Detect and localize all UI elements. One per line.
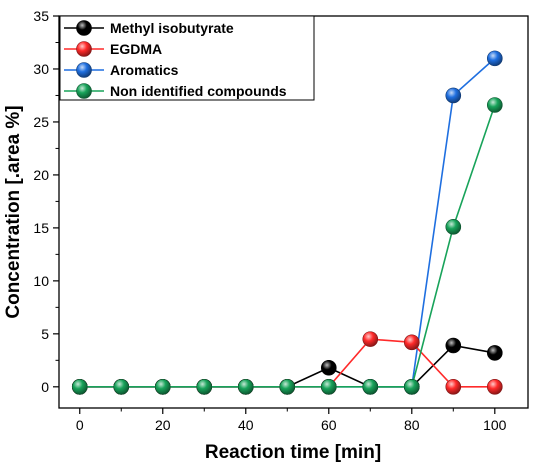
- data-point: [403, 334, 420, 351]
- data-point: [154, 379, 171, 395]
- y-tick-label: 10: [33, 273, 49, 289]
- data-point: [320, 359, 337, 376]
- axis-layer: 0 20 40 60 80 100 0 5 10 15 20 25 30 35: [33, 8, 506, 433]
- data-point: [362, 379, 379, 395]
- data-point: [445, 337, 462, 354]
- series-aromatics: [71, 50, 503, 395]
- x-tick-label: 20: [155, 417, 171, 433]
- x-tick-label: 100: [483, 417, 507, 433]
- data-point: [320, 379, 337, 395]
- series-layer: [71, 50, 503, 395]
- legend-item-aromatics: Aromatics: [64, 62, 179, 78]
- x-tick-label: 60: [321, 417, 337, 433]
- legend-marker: [76, 62, 92, 78]
- legend-item-egdma: EGDMA: [64, 41, 162, 57]
- legend-label: EGDMA: [110, 41, 162, 57]
- data-point: [486, 97, 503, 113]
- data-point: [196, 379, 213, 395]
- y-axis-title: Concentration [.area %]: [3, 105, 24, 318]
- x-tick-label: 0: [76, 417, 84, 433]
- y-tick-label: 35: [33, 8, 49, 24]
- legend-marker: [76, 41, 92, 57]
- legend-box: [59, 15, 315, 101]
- data-point: [486, 50, 503, 67]
- data-point: [445, 87, 462, 104]
- series-non-identified-compounds: [71, 97, 503, 395]
- y-tick-label: 30: [33, 61, 49, 77]
- y-tick-label: 20: [33, 167, 49, 183]
- x-tick-label: 80: [404, 417, 420, 433]
- data-point: [445, 219, 462, 235]
- y-tick-label: 25: [33, 114, 49, 130]
- data-point: [403, 379, 420, 395]
- data-point: [237, 379, 254, 395]
- data-point: [362, 331, 379, 347]
- series-line: [79, 57, 496, 388]
- y-tick-label: 0: [41, 379, 49, 395]
- data-point: [279, 379, 296, 395]
- data-point: [113, 379, 130, 395]
- y-tick-label: 5: [41, 326, 49, 342]
- x-axis-title: Reaction time [min]: [205, 442, 381, 463]
- legend-item-methyl-isobutyrate: Methyl isobutyrate: [64, 20, 234, 36]
- legend-item-non-identified-compounds: Non identified compounds: [64, 83, 287, 99]
- x-tick-label: 40: [238, 417, 254, 433]
- legend-label: Non identified compounds: [110, 83, 287, 99]
- data-point: [486, 345, 503, 361]
- legend-label: Aromatics: [110, 62, 179, 78]
- legend-marker: [76, 83, 92, 99]
- legend: Methyl isobutyrate EGDMA Aromatics Non iden…: [59, 15, 315, 101]
- legend-label: Methyl isobutyrate: [110, 20, 234, 36]
- legend-marker: [76, 20, 92, 36]
- data-point: [71, 379, 88, 395]
- y-tick-label: 15: [33, 220, 49, 236]
- data-point: [486, 379, 503, 395]
- data-point: [445, 379, 462, 395]
